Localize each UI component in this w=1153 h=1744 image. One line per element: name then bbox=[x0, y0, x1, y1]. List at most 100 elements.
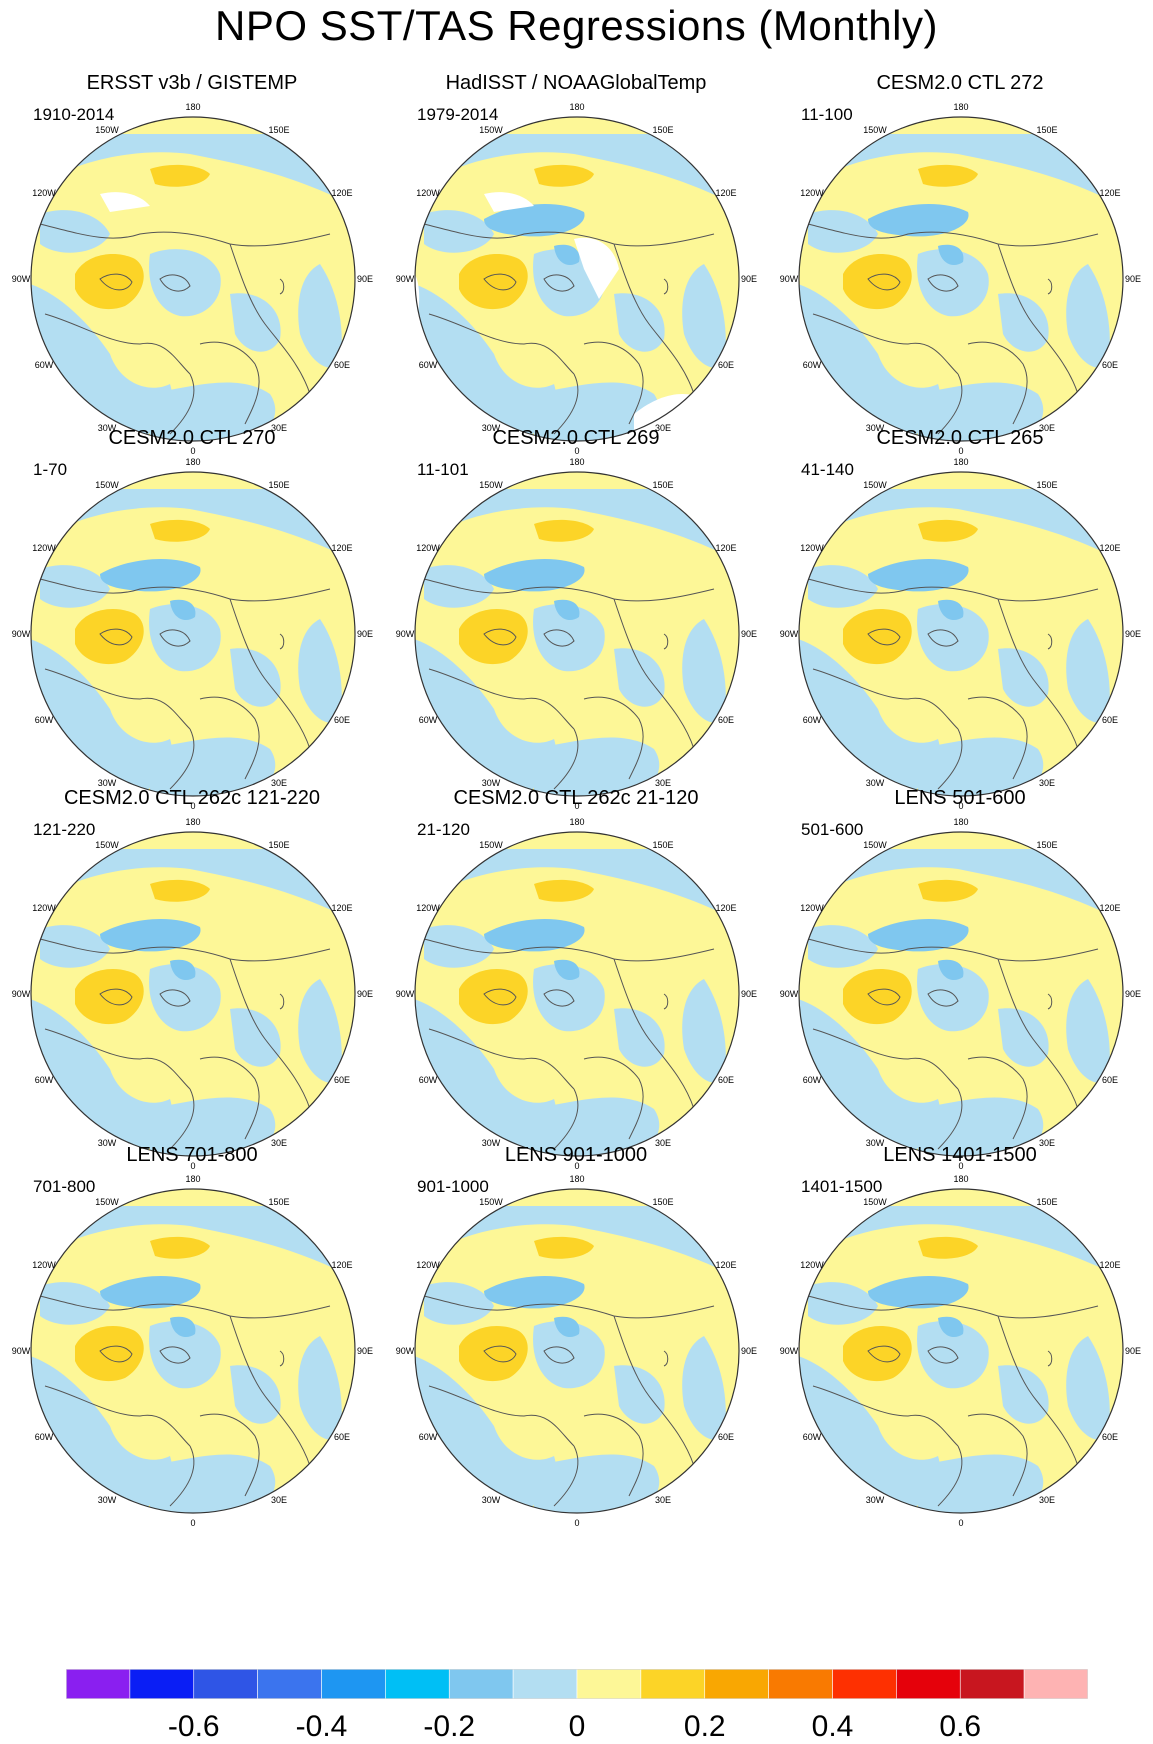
colorbar-box bbox=[832, 1669, 897, 1700]
longitude-label: 90E bbox=[1125, 629, 1141, 639]
map-panel: ERSST v3b / GISTEMP 180 150E 120E 90E 60E 30E 0… bbox=[0, 72, 384, 472]
polar-map: 180 150E 120E 90E 60E 30E 0 30W 60W 90W 120W 150W bbox=[396, 102, 757, 454]
longitude-label: 30W bbox=[482, 1138, 501, 1148]
colorbar-tick-label: 0.4 bbox=[811, 1710, 854, 1743]
longitude-label: 30W bbox=[98, 1495, 117, 1505]
panel-title: CESM2.0 CTL 272 bbox=[876, 72, 1044, 94]
panel-title: LENS 1401-1500 bbox=[883, 1144, 1037, 1166]
longitude-label: 30E bbox=[655, 778, 671, 788]
colorbar-box bbox=[321, 1669, 386, 1700]
polar-map: 180 150E 120E 90E 60E 30E 0 30W 60W 90W 120W 150W bbox=[12, 457, 373, 809]
longitude-label: 30W bbox=[866, 423, 885, 433]
longitude-label: 120E bbox=[331, 188, 352, 198]
longitude-label: 120W bbox=[416, 543, 440, 553]
panel-years: 701-800 bbox=[33, 1177, 96, 1196]
longitude-label: 120W bbox=[32, 903, 56, 913]
map-panel: HadISST / NOAAGlobalTemp 180 150E 120E 90E 60… bbox=[384, 72, 768, 472]
longitude-label: 150W bbox=[95, 480, 119, 490]
longitude-label: 0 bbox=[958, 1161, 963, 1169]
longitude-label: 90E bbox=[357, 274, 373, 284]
longitude-label: 150W bbox=[95, 125, 119, 135]
longitude-label: 30E bbox=[1039, 778, 1055, 788]
panel-years: 41-140 bbox=[801, 460, 854, 479]
longitude-label: 60W bbox=[35, 715, 54, 725]
polar-map: 180 150E 120E 90E 60E 30E 0 30W 60W 90W 120W 150W bbox=[780, 1174, 1141, 1526]
colorbar-box bbox=[1023, 1669, 1088, 1700]
colorbar-box bbox=[576, 1669, 642, 1700]
panel-years: 501-600 bbox=[801, 820, 864, 839]
map-panel: CESM2.0 CTL 270 180 150E 120E 90E 60E 30E 0 30W 6… bbox=[0, 427, 384, 827]
map-panel: LENS 901-1000 180 150E 120E 90E 60E 30E 0 30W 60W… bbox=[384, 1144, 768, 1544]
longitude-label: 90E bbox=[1125, 989, 1141, 999]
longitude-label: 90E bbox=[741, 989, 757, 999]
longitude-label: 150E bbox=[1036, 840, 1057, 850]
panel-years: 1-70 bbox=[33, 460, 68, 479]
longitude-label: 150E bbox=[1036, 480, 1057, 490]
colorbar-box bbox=[448, 1669, 514, 1700]
panel-years: 11-100 bbox=[801, 105, 853, 124]
colorbar-tick-label: -0.6 bbox=[167, 1710, 220, 1743]
longitude-label: 60E bbox=[718, 360, 734, 370]
longitude-label: 150E bbox=[268, 840, 289, 850]
longitude-label: 180 bbox=[569, 1174, 584, 1184]
longitude-label: 90E bbox=[741, 629, 757, 639]
colorbar-box bbox=[193, 1669, 258, 1700]
longitude-label: 150W bbox=[479, 1197, 503, 1207]
panel-title: CESM2.0 CTL 262c 121-220 bbox=[63, 787, 321, 809]
longitude-label: 30E bbox=[271, 423, 287, 433]
longitude-label: 120E bbox=[715, 1260, 736, 1270]
map-panel: LENS 501-600 180 150E 120E 90E 60E 30E 0 30W 60W 9… bbox=[768, 787, 1152, 1187]
colorbar bbox=[66, 1669, 1088, 1700]
longitude-label: 90W bbox=[780, 274, 799, 284]
longitude-label: 60W bbox=[803, 360, 822, 370]
map-panel: CESM2.0 CTL 265 180 150E 120E 90E 60E 30E 0 30W 6… bbox=[768, 427, 1152, 827]
longitude-label: 0 bbox=[958, 801, 963, 809]
longitude-label: 180 bbox=[185, 457, 200, 467]
polar-map: 180 150E 120E 90E 60E 30E 0 30W 60W 90W 120W 150W bbox=[780, 102, 1141, 454]
longitude-label: 30E bbox=[655, 423, 671, 433]
longitude-label: 180 bbox=[185, 817, 200, 827]
longitude-label: 120E bbox=[1099, 1260, 1120, 1270]
longitude-label: 60W bbox=[803, 1432, 822, 1442]
longitude-label: 60E bbox=[1102, 1075, 1118, 1085]
colorbar-box bbox=[704, 1669, 769, 1700]
longitude-label: 90W bbox=[396, 1346, 415, 1356]
longitude-label: 90W bbox=[396, 989, 415, 999]
longitude-label: 150W bbox=[863, 480, 887, 490]
map-panel: CESM2.0 CTL 262c 21-120 180 150E 120E 90E 60E… bbox=[384, 787, 768, 1187]
longitude-label: 150W bbox=[479, 125, 503, 135]
colorbar-tick-label: 0.6 bbox=[939, 1710, 982, 1743]
longitude-label: 60E bbox=[334, 1432, 350, 1442]
longitude-label: 30E bbox=[271, 1138, 287, 1148]
longitude-label: 180 bbox=[569, 817, 584, 827]
panel-years: 121-220 bbox=[33, 820, 96, 839]
longitude-label: 30E bbox=[271, 778, 287, 788]
longitude-label: 120E bbox=[331, 1260, 352, 1270]
longitude-label: 60W bbox=[35, 360, 54, 370]
map-panel: CESM2.0 CTL 269 180 150E 120E 90E 60E 30E 0 30W 6… bbox=[384, 427, 768, 827]
longitude-label: 120W bbox=[800, 543, 824, 553]
polar-map: 180 150E 120E 90E 60E 30E 0 30W 60W 90W 120W 150W bbox=[12, 102, 373, 454]
longitude-label: 90E bbox=[357, 989, 373, 999]
longitude-label: 150E bbox=[268, 125, 289, 135]
longitude-label: 60E bbox=[334, 360, 350, 370]
longitude-label: 60W bbox=[35, 1432, 54, 1442]
colorbar-box bbox=[640, 1669, 706, 1700]
panel-title: CESM2.0 CTL 265 bbox=[876, 427, 1044, 449]
longitude-label: 30E bbox=[271, 1495, 287, 1505]
longitude-label: 120W bbox=[416, 1260, 440, 1270]
longitude-label: 120W bbox=[32, 1260, 56, 1270]
colorbar-box bbox=[129, 1669, 195, 1700]
longitude-label: 30E bbox=[1039, 1495, 1055, 1505]
panel-title: LENS 901-1000 bbox=[504, 1144, 648, 1166]
longitude-label: 90W bbox=[12, 989, 31, 999]
panel-years: 11-101 bbox=[417, 460, 469, 479]
longitude-label: 60W bbox=[419, 360, 438, 370]
longitude-label: 0 bbox=[958, 446, 963, 454]
longitude-label: 90W bbox=[12, 274, 31, 284]
longitude-label: 90W bbox=[780, 989, 799, 999]
map-panel: LENS 701-800 180 150E 120E 90E 60E 30E 0 30W 60W 9… bbox=[0, 1144, 384, 1544]
longitude-label: 120E bbox=[1099, 543, 1120, 553]
longitude-label: 0 bbox=[190, 446, 195, 454]
longitude-label: 90E bbox=[741, 1346, 757, 1356]
